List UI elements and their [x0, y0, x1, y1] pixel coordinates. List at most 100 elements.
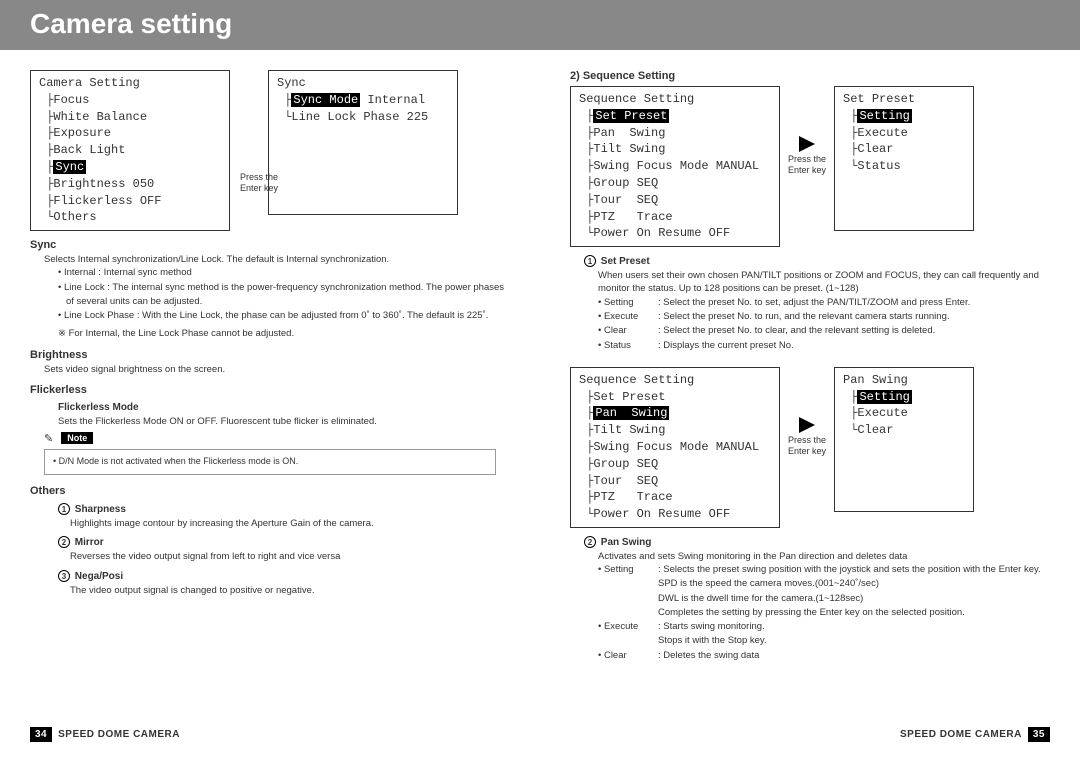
page-num-34: 34 [30, 727, 52, 742]
def-row: • Setting: Select the preset No. to set,… [598, 296, 1050, 310]
page-34: Camera Setting ├Focus ├White Balance ├Ex… [0, 50, 540, 750]
bullet-item: • Internal : Internal sync method [58, 266, 510, 280]
note-icon: ✎ [44, 432, 53, 445]
page-header: Camera setting [0, 0, 1080, 50]
def-row: Stops it with the Stop key. [598, 634, 1050, 648]
menu-item: ├Tour SEQ [579, 192, 771, 209]
arrow-3: Press the Enter key [788, 367, 826, 457]
menu-item: ├PTZ Trace [579, 489, 771, 506]
arrow-hint-1: Press the Enter key [240, 172, 278, 194]
sharpness-desc: Highlights image contour by increasing t… [70, 517, 510, 530]
panswing-heading: 2 Pan Swing [584, 536, 1050, 548]
sync-bullets: • Internal : Internal sync method• Line … [58, 266, 510, 323]
sync-note: ※ For Internal, the Line Lock Phase cann… [58, 327, 510, 340]
note-box: • D/N Mode is not activated when the Fli… [44, 449, 496, 475]
mirror-heading: 2 Mirror [58, 536, 510, 548]
flickerless-mode: Flickerless Mode [58, 402, 510, 413]
menu-item: ├Sync [39, 159, 221, 176]
menu-item: ├Execute [843, 405, 965, 422]
menu-item: ├Setting [843, 108, 965, 125]
menu-item: ├Setting [843, 389, 965, 406]
menu-item: ├Tilt Swing [579, 422, 771, 439]
panswing-defs: • Setting: Selects the preset swing posi… [598, 563, 1050, 663]
note-text: • D/N Mode is not activated when the Fli… [53, 456, 298, 466]
mirror-desc: Reverses the video output signal from le… [70, 550, 510, 563]
setpreset-heading: 1 Set Preset [584, 255, 1050, 267]
footer-text-right: SPEED DOME CAMERA [900, 729, 1022, 740]
bullet-item: • Line Lock : The internal sync method i… [58, 281, 510, 310]
menu-item: ├Swing Focus Mode MANUAL [579, 158, 771, 175]
menu-item: └Power On Resume OFF [579, 506, 771, 523]
arrow-2: Press the Enter key [788, 86, 826, 176]
def-row: Completes the setting by pressing the En… [598, 606, 1050, 620]
page-num-35: 35 [1028, 727, 1050, 742]
arrow-hint-3: Press the Enter key [788, 435, 826, 457]
negaposi-desc: The video output signal is changed to po… [70, 584, 510, 597]
menu-item: ├Set Preset [579, 108, 771, 125]
menu-item: ├Group SEQ [579, 456, 771, 473]
menu-item: ├Back Light [39, 142, 221, 159]
def-row: SPD is the speed the camera moves.(001~2… [598, 577, 1050, 591]
def-row: • Status: Displays the current preset No… [598, 339, 1050, 353]
menu-item: ├Focus [39, 92, 221, 109]
footer-text-left: SPEED DOME CAMERA [58, 729, 180, 740]
menu-item: ├Group SEQ [579, 175, 771, 192]
brightness-heading: Brightness [30, 349, 510, 361]
flickerless-heading: Flickerless [30, 384, 510, 396]
flickerless-desc: Sets the Flickerless Mode ON or OFF. Flu… [58, 415, 510, 428]
menu-item: ├Clear [843, 141, 965, 158]
arrow-right-icon-2 [799, 136, 815, 152]
def-row: DWL is the dwell time for the camera.(1~… [598, 592, 1050, 606]
camera-setting-menu: Camera Setting ├Focus ├White Balance ├Ex… [30, 70, 230, 231]
menu-item: ├Tour SEQ [579, 473, 771, 490]
arrow-1: Press the Enter key [240, 140, 278, 196]
arrow-right-icon-3 [799, 417, 815, 433]
sync-heading: Sync [30, 239, 510, 251]
page-35: 2) Sequence Setting Sequence Setting ├Se… [540, 50, 1080, 750]
menu-item: └Status [843, 158, 965, 175]
sequence-heading: 2) Sequence Setting [570, 70, 1050, 82]
sync-menu: Sync ├Sync Mode Internal └Line Lock Phas… [268, 70, 458, 215]
def-row: • Execute: Select the preset No. to run,… [598, 310, 1050, 324]
menu-item: ├White Balance [39, 109, 221, 126]
page-title: Camera setting [30, 8, 1060, 40]
note-label: Note [61, 432, 93, 444]
others-heading: Others [30, 485, 510, 497]
sharpness-heading: 1 Sharpness [58, 503, 510, 515]
brightness-desc: Sets video signal brightness on the scre… [44, 363, 510, 376]
menu-item: ├Execute [843, 125, 965, 142]
bullet-item: • Line Lock Phase : With the Line Lock, … [58, 309, 510, 323]
setpreset-desc: When users set their own chosen PAN/TILT… [598, 269, 1050, 296]
footer-right: SPEED DOME CAMERA 35 [900, 727, 1050, 742]
arrow-hint-2: Press the Enter key [788, 154, 826, 176]
def-row: • Clear: Select the preset No. to clear,… [598, 324, 1050, 338]
menu-item: └Others [39, 209, 221, 226]
menu-item: └Clear [843, 422, 965, 439]
sequence-menu-1: Sequence Setting ├Set Preset ├Pan Swing … [570, 86, 780, 247]
menu-item: ├Brightness 050 [39, 176, 221, 193]
menu-item: └Power On Resume OFF [579, 225, 771, 242]
def-row: • Execute: Starts swing monitoring. [598, 620, 1050, 634]
content-area: Camera Setting ├Focus ├White Balance ├Ex… [0, 50, 1080, 750]
menu-item: └Line Lock Phase 225 [277, 109, 449, 126]
menu-item: ├Set Preset [579, 389, 771, 406]
panswing-desc: Activates and sets Swing monitoring in t… [598, 550, 1050, 563]
set-preset-menu: Set Preset ├Setting ├Execute ├Clear └Sta… [834, 86, 974, 231]
menu-item: ├Tilt Swing [579, 141, 771, 158]
sync-desc: Selects Internal synchronization/Line Lo… [44, 253, 510, 266]
menu-item: ├PTZ Trace [579, 209, 771, 226]
note-header: ✎ Note [44, 432, 496, 445]
menu-item: ├Pan Swing [579, 125, 771, 142]
menu-item: ├Swing Focus Mode MANUAL [579, 439, 771, 456]
sequence-menu-2: Sequence Setting ├Set Preset ├Pan Swing … [570, 367, 780, 528]
negaposi-heading: 3 Nega/Posi [58, 570, 510, 582]
menu-item: ├Sync Mode Internal [277, 92, 449, 109]
menu-item: ├Flickerless OFF [39, 193, 221, 210]
def-row: • Setting: Selects the preset swing posi… [598, 563, 1050, 577]
setpreset-defs: • Setting: Select the preset No. to set,… [598, 296, 1050, 353]
menu-item: ├Exposure [39, 125, 221, 142]
def-row: • Clear: Deletes the swing data [598, 649, 1050, 663]
menu-item: ├Pan Swing [579, 405, 771, 422]
footer-left: 34 SPEED DOME CAMERA [30, 727, 180, 742]
pan-swing-menu: Pan Swing ├Setting ├Execute └Clear [834, 367, 974, 512]
